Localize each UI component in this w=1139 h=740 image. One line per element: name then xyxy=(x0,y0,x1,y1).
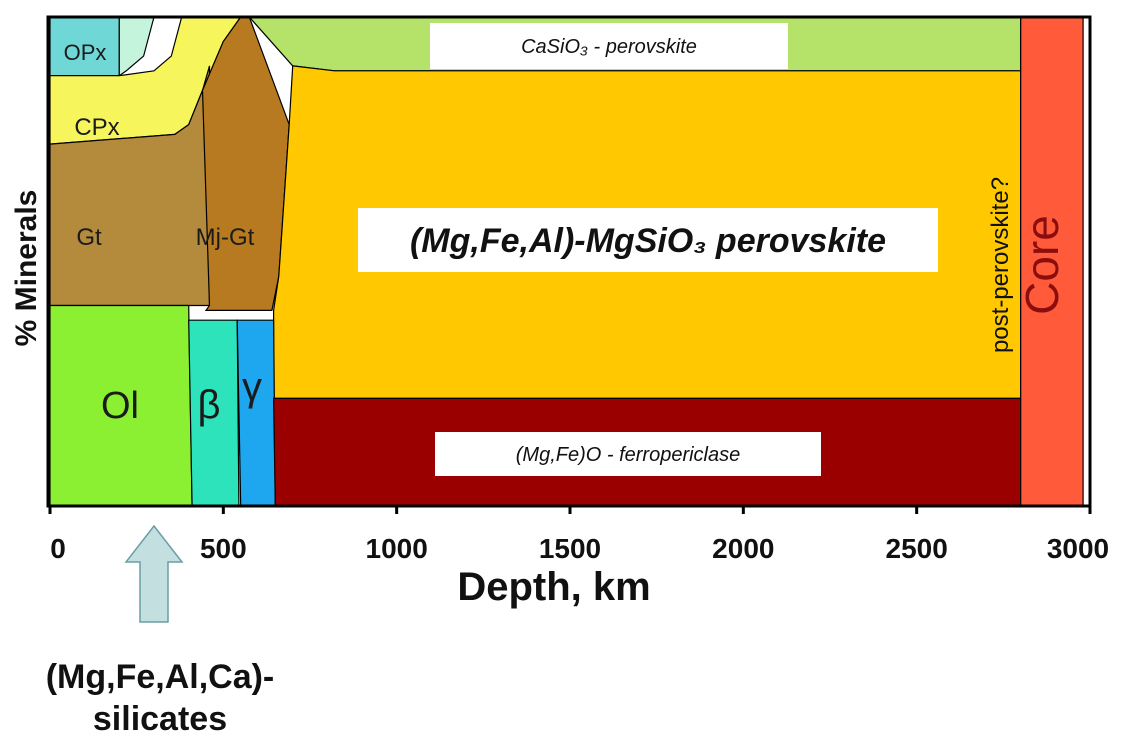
label-ol: Ol xyxy=(101,385,139,427)
region-labels: OPx CPx Gt Mj-Gt Ol β γ Core CaSiO₃ - perovskite… xyxy=(64,23,1068,476)
x-tick-label: 500 xyxy=(200,533,247,564)
label-mgsio3-perovskite-box xyxy=(358,208,938,272)
silicates-annotation: (Mg,Fe,Al,Ca)- silicates xyxy=(46,658,275,738)
label-gt: Gt xyxy=(76,224,102,251)
label-cpx: CPx xyxy=(74,114,119,141)
label-casio3-perovskite: CaSiO₃ - perovskite xyxy=(521,36,697,58)
x-tick-label: 1000 xyxy=(366,533,428,564)
arrow-up-icon xyxy=(124,524,184,623)
label-mj-gt: Mj-Gt xyxy=(196,224,255,251)
x-axis-label: Depth, km xyxy=(457,565,650,609)
label-ferropericlase-box xyxy=(435,432,821,476)
region-region-9 xyxy=(236,319,276,507)
label-post-perovskite: post-perovskite? xyxy=(987,177,1014,353)
x-tick-label: 3000 xyxy=(1047,533,1109,564)
x-axis: 0 500 1000 1500 2000 2500 3000 xyxy=(48,506,1109,564)
x-tick-label: 1500 xyxy=(539,533,601,564)
y-axis-label: % Minerals xyxy=(10,190,43,347)
annotation-line-1: (Mg,Fe,Al,Ca)- xyxy=(46,658,275,696)
label-casio3-perovskite-box xyxy=(430,23,788,69)
label-mgsio3-perovskite: (Mg,Fe,Al)-MgSiO₃ perovskite xyxy=(410,222,886,260)
label-ferropericlase: (Mg,Fe)O - ferropericlase xyxy=(516,444,741,466)
x-tick-label: 2500 xyxy=(886,533,948,564)
label-opx: OPx xyxy=(64,40,107,65)
annotation-line-2: silicates xyxy=(93,700,227,738)
x-tick-label: 2000 xyxy=(712,533,774,564)
label-region-0: γ xyxy=(242,365,262,409)
label-region-0: β xyxy=(197,383,220,427)
x-tick-label: 0 xyxy=(50,533,66,564)
label-core: Core xyxy=(1016,215,1068,315)
region-mj-gt xyxy=(201,16,290,311)
annotation-arrow xyxy=(124,524,184,623)
region-region-1 xyxy=(118,16,155,77)
